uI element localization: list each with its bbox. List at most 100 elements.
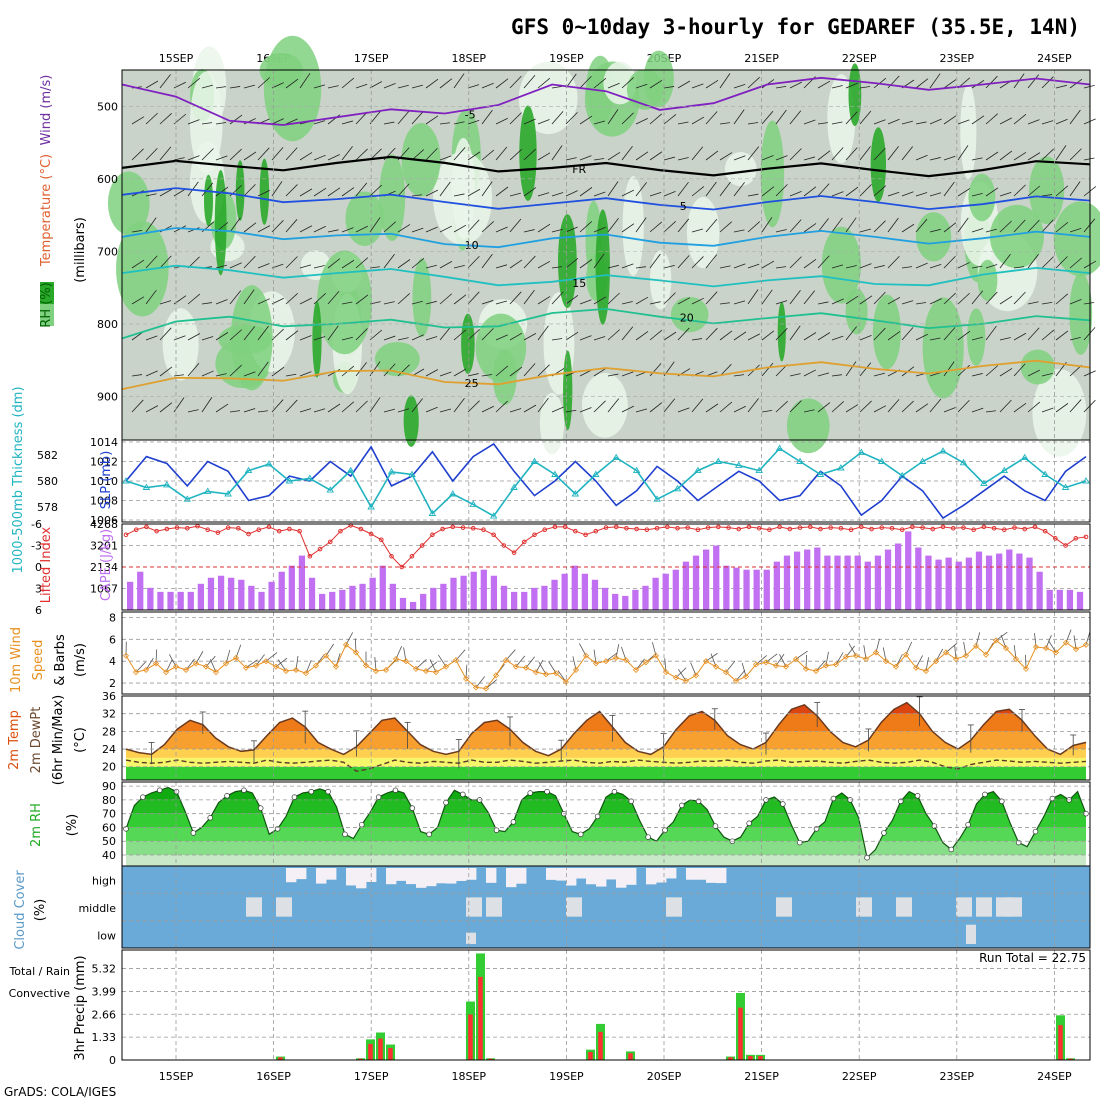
wind-barb xyxy=(475,676,486,688)
bottom-day-label: 17SEP xyxy=(354,1070,389,1083)
thickness-marker xyxy=(489,512,498,519)
li-marker xyxy=(950,526,956,531)
temperature-frame xyxy=(121,695,1091,781)
upper-wind-barb xyxy=(971,407,984,413)
upper-wind-barb xyxy=(593,400,606,413)
upper-wind-barb xyxy=(999,191,1012,197)
upper-wind-barb xyxy=(341,259,355,269)
upper-wind-barb xyxy=(943,407,956,413)
li-marker xyxy=(613,524,619,530)
upper-wind-barb xyxy=(747,146,760,161)
upper-wind-barb xyxy=(411,334,424,341)
upper-wind-barb xyxy=(327,85,339,89)
upper-wind-barb xyxy=(691,297,704,305)
upper-wind-barb xyxy=(1055,118,1068,125)
upper-wind-barb xyxy=(299,297,313,305)
upper-wind-barb xyxy=(649,402,663,413)
upper-wind-barb xyxy=(551,192,564,197)
pressure-tick-label: 900 xyxy=(97,390,118,403)
precip-convective-bar xyxy=(358,1058,363,1060)
wind-speed-marker xyxy=(462,675,470,682)
upper-wind-barb xyxy=(285,256,298,269)
li-marker xyxy=(1073,536,1079,541)
upper-wind-barb xyxy=(1083,218,1096,233)
rh-cell xyxy=(786,398,830,454)
upper-wind-barb xyxy=(635,118,648,125)
upper-wind-barb xyxy=(705,254,718,269)
upper-wind-barb xyxy=(733,331,747,341)
upper-wind-barb xyxy=(565,409,577,413)
upper-wind-barb xyxy=(873,405,887,413)
upper-wind-barb xyxy=(495,365,509,377)
thickness-marker xyxy=(877,457,886,464)
wind-speed-marker xyxy=(442,663,450,670)
upper-wind-barb xyxy=(397,110,410,125)
rh-cell xyxy=(626,69,664,110)
upper-wind-barb xyxy=(425,264,437,269)
li-marker xyxy=(419,543,425,548)
upper-wind-barb xyxy=(593,253,605,269)
upper-wind-barb xyxy=(635,83,648,89)
upper-wind-barb xyxy=(243,151,257,161)
wind-speed-marker xyxy=(1052,649,1060,656)
wind-speed-marker xyxy=(852,652,860,659)
upper-wind-barb xyxy=(607,264,619,269)
upper-wind-barb xyxy=(1013,332,1027,341)
upper-wind-barb xyxy=(607,398,620,413)
upper-wind-barb xyxy=(747,333,761,341)
upper-wind-barb xyxy=(789,110,802,125)
wind-barb xyxy=(755,655,767,665)
upper-wind-barb xyxy=(929,73,941,89)
upper-wind-barb xyxy=(621,189,634,197)
wind-barb xyxy=(1048,640,1057,653)
upper-wind-barb xyxy=(971,336,983,341)
upper-wind-barb xyxy=(145,405,159,413)
cape-bar xyxy=(1006,549,1013,610)
upper-wind-barb xyxy=(131,296,145,305)
cloud-high-gap xyxy=(606,868,617,880)
li-marker xyxy=(327,539,333,545)
upper-wind-barb xyxy=(285,399,298,413)
upper-wind-barb xyxy=(607,218,619,233)
cloud-high-gap xyxy=(416,868,427,888)
upper-wind-barb xyxy=(677,218,690,233)
wind-speed-marker xyxy=(252,662,260,669)
thickness-marker xyxy=(612,453,621,461)
upper-wind-barb xyxy=(523,74,536,89)
upper-wind-barb xyxy=(159,366,173,377)
isotherm-line xyxy=(121,307,1091,340)
upper-wind-barb xyxy=(355,400,368,413)
precip-convective-bar xyxy=(598,1031,603,1060)
rh-cell xyxy=(412,258,432,337)
upper-wind-barb xyxy=(635,182,647,197)
upper-wind-barb xyxy=(159,402,173,413)
upper-wind-barb xyxy=(257,298,270,305)
upper-wind-barb xyxy=(761,330,775,341)
rh-marker xyxy=(493,827,500,833)
upper-wind-barb xyxy=(537,77,551,89)
li-marker xyxy=(716,524,721,530)
cape-bar xyxy=(814,547,821,610)
cape-bar xyxy=(985,555,993,610)
upper-wind-barb xyxy=(201,370,214,377)
upper-wind-barb xyxy=(873,372,885,377)
upper-wind-barb xyxy=(649,113,663,125)
upper-wind-barb xyxy=(915,302,927,305)
rh-band xyxy=(126,799,1086,814)
wind-barb xyxy=(455,649,466,661)
upper-wind-barb xyxy=(285,147,298,161)
wind-speed-marker xyxy=(382,666,390,674)
li-marker xyxy=(440,526,445,532)
wind-speed-marker xyxy=(502,657,510,664)
rh-cell xyxy=(539,392,565,455)
cape-bar xyxy=(925,555,932,610)
rh-band xyxy=(126,813,1086,828)
precip-convective-bar xyxy=(1068,1058,1073,1060)
li-marker xyxy=(961,525,966,530)
upper-wind-barb xyxy=(1027,401,1041,413)
wind-speed-marker xyxy=(162,669,170,676)
wind-speed-marker xyxy=(232,654,240,661)
upper-wind-barb xyxy=(131,259,145,269)
cape-bar xyxy=(591,579,599,610)
li-marker xyxy=(634,526,639,532)
